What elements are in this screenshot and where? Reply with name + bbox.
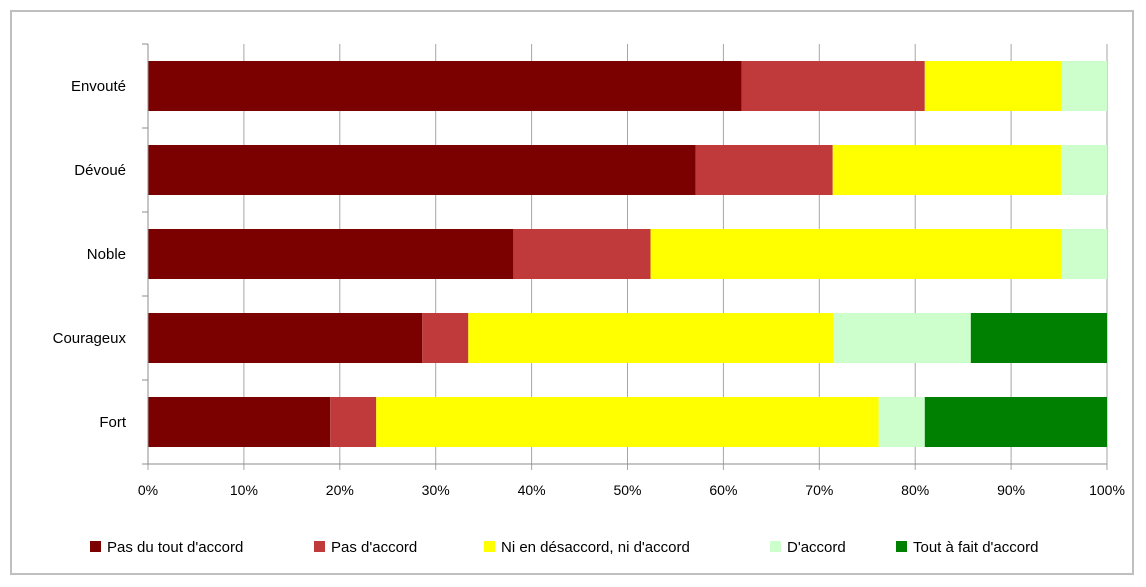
tick-labels: 0% 10% 20% 30% 40% 50% 60% 70% 80% 90% 100%	[138, 482, 1125, 498]
bar-segment	[924, 61, 1062, 111]
legend-label: D'accord	[787, 539, 846, 556]
category-label: Dévoué	[74, 162, 126, 179]
bar-segment	[376, 397, 879, 447]
x-tick-label: 60%	[709, 482, 737, 498]
bar-segment	[513, 229, 651, 279]
x-tick-label: 0%	[138, 482, 158, 498]
bar-segment	[422, 313, 469, 363]
legend-swatch	[484, 541, 495, 552]
bars	[148, 61, 1107, 447]
bar-segment	[148, 145, 696, 195]
bar-segment	[1060, 145, 1107, 195]
bar-segment	[970, 313, 1107, 363]
x-tick-label: 20%	[326, 482, 354, 498]
category-label: Fort	[99, 414, 127, 431]
category-label: Envouté	[71, 78, 126, 95]
bar-segment	[148, 229, 514, 279]
x-tick-label: 90%	[997, 482, 1025, 498]
legend-swatch	[896, 541, 907, 552]
x-tick-label: 50%	[613, 482, 641, 498]
x-tick-label: 30%	[422, 482, 450, 498]
category-label: Noble	[87, 246, 126, 263]
x-tick-label: 80%	[901, 482, 929, 498]
legend-label: Pas d'accord	[331, 539, 417, 556]
category-labels: Envouté Dévoué Noble Courageux Fort	[53, 78, 127, 431]
legend-label: Ni en désaccord, ni d'accord	[501, 539, 690, 556]
legend-swatch	[314, 541, 325, 552]
bar-segment	[148, 61, 742, 111]
x-tick-label: 70%	[805, 482, 833, 498]
x-tick-label: 10%	[230, 482, 258, 498]
bar-segment	[468, 313, 834, 363]
legend-swatch	[770, 541, 781, 552]
bar-segment	[148, 397, 331, 447]
x-tick-label: 40%	[518, 482, 546, 498]
legend: Pas du tout d'accord Pas d'accord Ni en dé…	[90, 539, 1038, 556]
legend-swatch	[90, 541, 101, 552]
axes	[142, 43, 1107, 465]
bar-segment	[741, 61, 925, 111]
bar-segment	[650, 229, 1062, 279]
bar-segment	[148, 313, 423, 363]
legend-label: Tout à fait d'accord	[913, 539, 1038, 556]
x-tick-label: 100%	[1089, 482, 1125, 498]
bar-segment	[1061, 229, 1107, 279]
bar-segment	[330, 397, 377, 447]
bar-segment	[833, 313, 971, 363]
bar-segment	[878, 397, 925, 447]
legend-label: Pas du tout d'accord	[107, 539, 243, 556]
bar-segment	[832, 145, 1061, 195]
category-label: Courageux	[53, 330, 127, 347]
bar-segment	[1061, 61, 1107, 111]
bar-segment	[924, 397, 1107, 447]
bar-segment	[695, 145, 833, 195]
